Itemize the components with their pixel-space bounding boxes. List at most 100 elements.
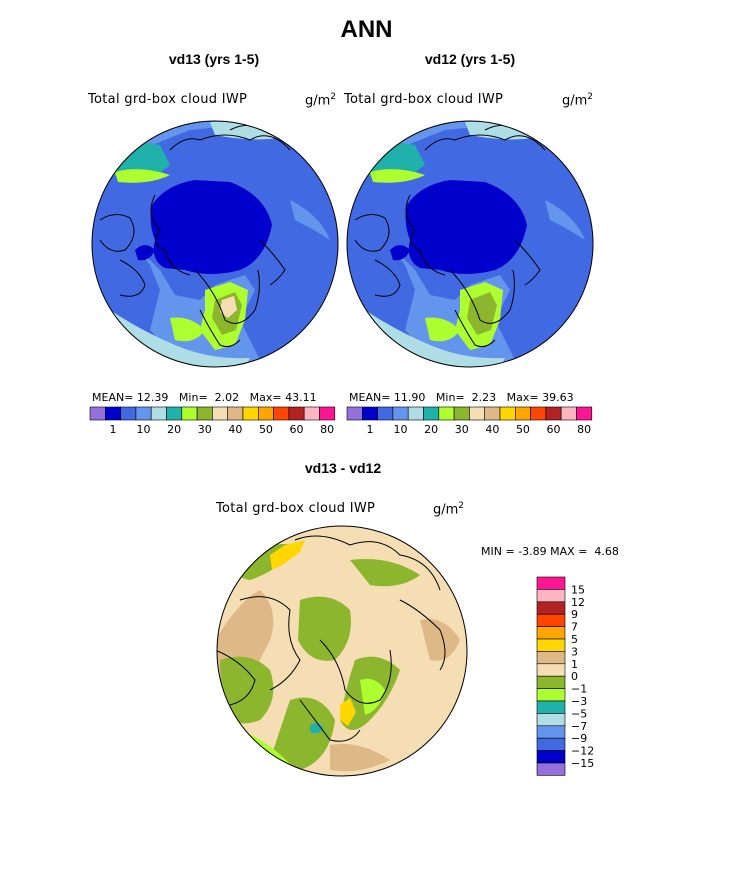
panel3-colorbar-box — [536, 576, 566, 590]
panel1-colorbar-box — [135, 406, 152, 421]
panel1-colorbar-box — [166, 406, 183, 421]
panel2-colorbar-tick-label: 80 — [577, 423, 591, 436]
panel1-colorbar-tick-label: 20 — [167, 423, 181, 436]
panel3-colorbar-box — [536, 713, 566, 727]
panel3-colorbar-tick-label: −12 — [571, 745, 594, 758]
panel3-field-region — [350, 559, 420, 587]
panel1-colorbar-box — [181, 406, 198, 421]
panel1-colorbar-tick-label: 60 — [290, 423, 304, 436]
panel2-field-label: Total grd-box cloud IWP — [344, 92, 504, 107]
panel2-units: g/m2 — [562, 92, 594, 109]
panel1-colorbar-box — [89, 406, 106, 421]
panel2-field-region — [370, 169, 425, 183]
panel3-field-region — [420, 619, 460, 661]
panel1-colorbar-box — [257, 406, 274, 421]
panel1-colorbar-box — [196, 406, 213, 421]
panel1-field-region — [170, 317, 205, 342]
panel1-units: g/m2 — [305, 92, 337, 109]
panel2-colorbar-tick-label: 60 — [547, 423, 561, 436]
panel2-field-region — [545, 200, 585, 240]
panel3-field-region — [330, 744, 390, 772]
panel1-colorbar-tick-label: 10 — [137, 423, 151, 436]
panel3-colorbar-tick-label: 1 — [571, 658, 578, 671]
panel3-coastline — [399, 599, 446, 671]
panel1-colorbar-box — [212, 406, 228, 421]
panel2-colorbar-tick-label: 20 — [424, 423, 438, 436]
panel3-colorbar-box — [536, 750, 566, 764]
panel2-colorbar-box — [377, 406, 394, 421]
panel3-colorbar-tick-label: −7 — [571, 720, 587, 733]
panel1-coastline — [199, 309, 241, 348]
panel3-field-region — [360, 678, 385, 715]
panel2-map — [347, 121, 593, 367]
panel2-colorbar-tick-label: 30 — [455, 423, 469, 436]
panel3-colorbar-box — [536, 663, 566, 677]
panel3-coastline — [217, 649, 256, 706]
panel1-colorbar-box — [227, 406, 244, 421]
panel1-colorbar: 1 10 20 30 40 50 60 80 — [89, 406, 336, 436]
panel1-coastline — [194, 269, 260, 324]
panel3-colorbar-box — [536, 651, 566, 665]
panel2-field-region — [390, 245, 410, 261]
panel1-colorbar-tick-label: 80 — [320, 423, 334, 436]
panel2-colorbar-box — [469, 406, 485, 421]
panel1-colorbar-tick-label: 30 — [198, 423, 212, 436]
panel1-colorbar-tick-label: 40 — [228, 423, 242, 436]
panel1-colorbar-box — [120, 406, 137, 421]
panel1-coastline — [169, 134, 291, 151]
panel2-map-border — [346, 120, 594, 368]
panel1-colorbar-box — [273, 406, 290, 421]
panel3-colorbar-box — [536, 626, 566, 640]
panel3-colorbar-box — [536, 737, 566, 751]
panel3-stats: MIN = -3.89 MAX = 4.68 — [481, 545, 619, 558]
panel3-field-region — [310, 723, 324, 734]
panel3-field-region — [220, 656, 274, 724]
panel2-colorbar-box — [423, 406, 440, 421]
panel2-field-region — [405, 180, 527, 274]
panel3-colorbar-tick-label: 3 — [571, 645, 578, 658]
panel2-colorbar-tick-label: 40 — [485, 423, 499, 436]
panel3-colorbar-tick-label: 15 — [571, 583, 585, 596]
panel1-coastline — [150, 194, 191, 276]
panel3-colorbar-tick-label: 9 — [571, 608, 578, 621]
panel2-colorbar-tick-label: 10 — [394, 423, 408, 436]
panel2-colorbar-box — [453, 406, 470, 421]
panel1-colorbar-box — [319, 406, 336, 421]
panel3-colorbar-tick-label: 12 — [571, 596, 585, 609]
panel3-field-region — [298, 596, 351, 661]
panel2-colorbar-box — [392, 406, 409, 421]
panel3-colorbar-tick-label: −3 — [571, 695, 587, 708]
panel2-colorbar-box — [530, 406, 547, 421]
figure-title: ANN — [340, 16, 393, 43]
panel3-colorbar-box — [536, 725, 566, 739]
panel2-coastline — [354, 214, 390, 252]
panel2-colorbar-box — [438, 406, 455, 421]
panel3-colorbar-tick-label: −9 — [571, 732, 587, 745]
panel3-colorbar-box — [536, 613, 566, 627]
panel2-coastline — [514, 239, 541, 286]
panel2-coastline — [454, 309, 496, 348]
panel2-colorbar-box — [407, 406, 424, 421]
panel2-colorbar-box — [545, 406, 562, 421]
panel1-coastline — [259, 239, 286, 286]
panel3-colorbar-box — [536, 700, 566, 714]
panel1-colorbar-box — [303, 406, 320, 421]
panel3-map-border — [216, 525, 468, 777]
panel2-colorbar: 1 10 20 30 40 50 60 80 — [346, 406, 593, 436]
panel2-field-region — [467, 292, 497, 335]
panel3-colorbar-box — [536, 762, 566, 776]
panel1-field-region — [115, 169, 170, 183]
panel2-stats: MEAN= 11.90 Min= 2.23 Max= 39.63 — [349, 391, 574, 404]
panel3-coastline — [239, 596, 301, 691]
panel2-colorbar-box — [576, 406, 593, 421]
panel2-coastline — [449, 269, 515, 324]
panel1-map-border — [91, 120, 339, 368]
panel1-coastline — [119, 259, 146, 297]
panel3-coastline — [299, 699, 361, 742]
panel3-field-region — [340, 698, 356, 726]
panel3-colorbar-tick-label: 7 — [571, 621, 578, 634]
panel2-colorbar-tick-label: 50 — [516, 423, 530, 436]
panel3-colorbar-box — [536, 688, 566, 702]
panel3-colorbar-box — [536, 589, 566, 603]
